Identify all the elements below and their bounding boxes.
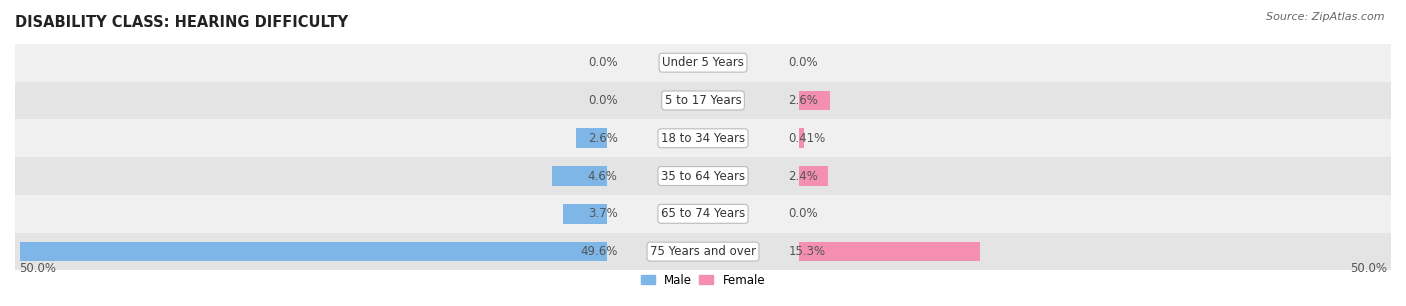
Bar — [15, 195, 1391, 233]
Bar — [576, 129, 606, 148]
Text: 2.4%: 2.4% — [789, 170, 818, 183]
Text: 0.0%: 0.0% — [789, 207, 818, 220]
Text: 0.0%: 0.0% — [789, 56, 818, 69]
Text: 2.6%: 2.6% — [588, 132, 617, 145]
Text: Under 5 Years: Under 5 Years — [662, 56, 744, 69]
Text: 35 to 64 Years: 35 to 64 Years — [661, 170, 745, 183]
Bar — [800, 91, 830, 110]
Legend: Male, Female: Male, Female — [636, 269, 770, 291]
Text: 65 to 74 Years: 65 to 74 Years — [661, 207, 745, 220]
Text: Source: ZipAtlas.com: Source: ZipAtlas.com — [1267, 12, 1385, 22]
Text: 49.6%: 49.6% — [581, 245, 617, 258]
Bar — [800, 166, 828, 186]
Bar — [800, 129, 804, 148]
Bar — [800, 242, 980, 261]
Bar — [562, 204, 606, 224]
Bar — [15, 119, 1391, 157]
Text: 75 Years and over: 75 Years and over — [650, 245, 756, 258]
Text: 4.6%: 4.6% — [588, 170, 617, 183]
Text: 50.0%: 50.0% — [1350, 262, 1386, 275]
Text: 5 to 17 Years: 5 to 17 Years — [665, 94, 741, 107]
Text: 3.7%: 3.7% — [588, 207, 617, 220]
Text: 2.6%: 2.6% — [789, 94, 818, 107]
Bar — [15, 82, 1391, 119]
Text: 50.0%: 50.0% — [20, 262, 56, 275]
Text: 15.3%: 15.3% — [789, 245, 825, 258]
Bar — [15, 157, 1391, 195]
Bar — [553, 166, 606, 186]
Bar — [15, 233, 1391, 271]
Text: 18 to 34 Years: 18 to 34 Years — [661, 132, 745, 145]
Text: 0.0%: 0.0% — [588, 94, 617, 107]
Text: 0.0%: 0.0% — [588, 56, 617, 69]
Bar — [15, 44, 1391, 82]
Text: 0.41%: 0.41% — [789, 132, 825, 145]
Text: DISABILITY CLASS: HEARING DIFFICULTY: DISABILITY CLASS: HEARING DIFFICULTY — [15, 15, 349, 30]
Bar — [20, 242, 606, 261]
